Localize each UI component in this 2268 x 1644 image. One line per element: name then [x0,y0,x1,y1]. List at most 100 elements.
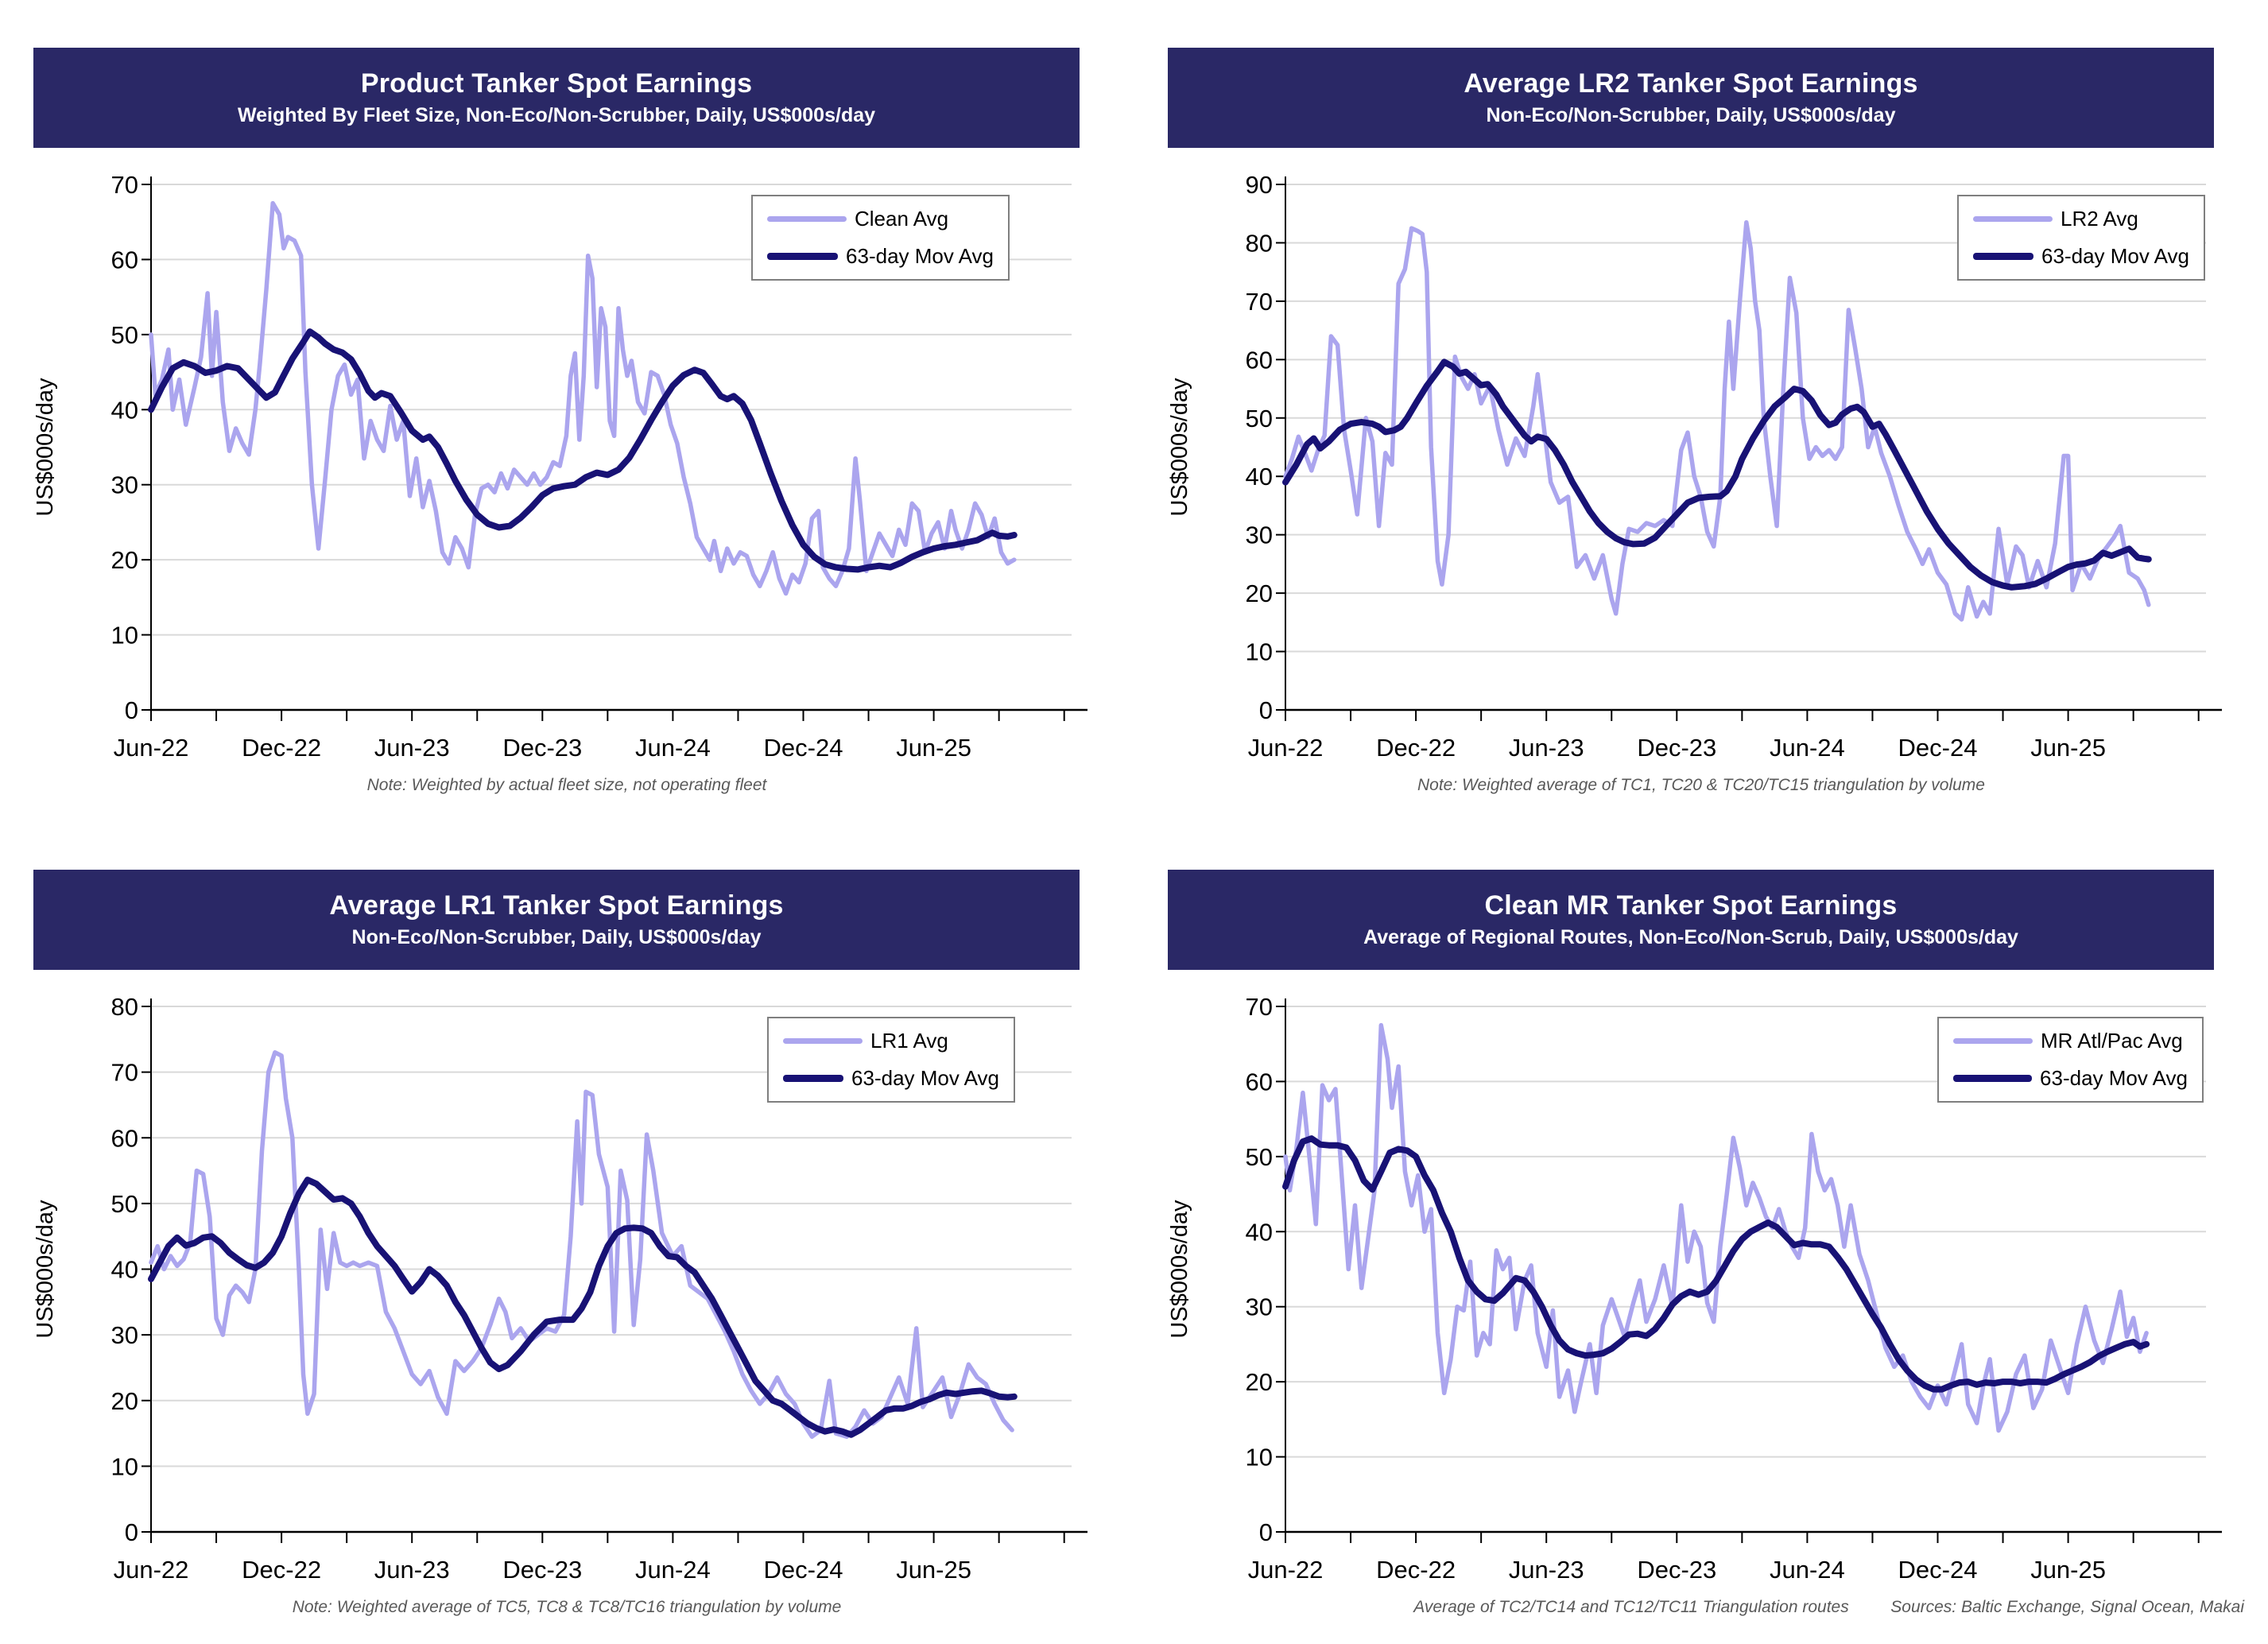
svg-text:0: 0 [1259,1518,1273,1546]
svg-text:Jun-23: Jun-23 [374,734,450,762]
svg-text:US$000s/day: US$000s/day [1167,378,1192,517]
svg-text:Jun-25: Jun-25 [2030,734,2106,762]
chart-title: Average LR2 Tanker Spot Earnings [1464,68,1918,99]
svg-text:Dec-23: Dec-23 [502,734,582,762]
svg-text:30: 30 [1246,1293,1273,1321]
chart-footnote: Average of TC2/TC14 and TC12/TC11 Triang… [1413,1598,1849,1616]
svg-text:40: 40 [1246,463,1273,490]
chart-header: Clean MR Tanker Spot Earnings Average of… [1168,870,2214,970]
svg-text:Dec-23: Dec-23 [1637,1556,1716,1584]
svg-text:Jun-25: Jun-25 [896,1556,971,1584]
svg-text:Dec-24: Dec-24 [764,734,843,762]
svg-text:40: 40 [111,396,138,424]
moving-average-swatch-icon [767,253,839,260]
svg-text:30: 30 [1246,522,1273,549]
svg-text:US$000s/day: US$000s/day [33,1200,58,1339]
chart-title: Product Tanker Spot Earnings [360,68,753,99]
svg-text:Dec-24: Dec-24 [1898,734,1978,762]
svg-text:Dec-23: Dec-23 [1637,734,1716,762]
chart-header: Product Tanker Spot Earnings Weighted By… [33,48,1080,148]
svg-text:Dec-22: Dec-22 [242,734,321,762]
chart-legend: LR1 Avg 63-day Mov Avg [767,1017,1015,1103]
legend-item: 63-day Mov Avg [767,244,994,269]
svg-text:Jun-22: Jun-22 [1248,734,1324,762]
chart-footnote: Note: Weighted by actual fleet size, not… [366,776,767,794]
svg-text:Jun-24: Jun-24 [1770,1556,1845,1584]
svg-text:20: 20 [1246,580,1273,607]
svg-text:30: 30 [111,1321,138,1349]
line-chart: 0 10 20 30 40 50 60 70 80 Jun-22 Dec-22 Jun-23 Dec-2… [33,993,1087,1584]
legend-label: MR Atl/Pac Avg [2041,1029,2183,1053]
chart-subtitle: Weighted By Fleet Size, Non-Eco/Non-Scru… [237,104,876,126]
svg-text:20: 20 [1246,1368,1273,1396]
legend-label: Clean Avg [855,207,949,231]
svg-text:Jun-24: Jun-24 [635,1556,711,1584]
svg-text:Jun-22: Jun-22 [1248,1556,1324,1584]
svg-text:Jun-22: Jun-22 [114,1556,189,1584]
svg-text:50: 50 [111,321,138,349]
svg-text:Dec-24: Dec-24 [1898,1556,1978,1584]
chart-header: Average LR1 Tanker Spot Earnings Non-Eco… [33,870,1080,970]
svg-text:Jun-22: Jun-22 [114,734,189,762]
legend-item: LR1 Avg [783,1029,999,1053]
line-chart: 0 10 20 30 40 50 60 70 80 90 Jun-22 Dec-22 Jun-23 Dec… [1167,171,2222,762]
svg-text:20: 20 [111,546,138,574]
svg-text:70: 70 [111,171,138,199]
chart-footnote: Note: Weighted average of TC5, TC8 & TC8… [292,1598,842,1616]
chart-legend: MR Atl/Pac Avg 63-day Mov Avg [1937,1017,2204,1103]
svg-text:60: 60 [1246,346,1273,374]
svg-text:50: 50 [111,1190,138,1218]
daily-series-swatch-icon [767,216,847,222]
svg-text:Jun-25: Jun-25 [2030,1556,2106,1584]
svg-text:70: 70 [1246,288,1273,316]
svg-text:Dec-22: Dec-22 [242,1556,321,1584]
legend-item: 63-day Mov Avg [1953,1066,2188,1091]
chart-footnote: Note: Weighted average of TC1, TC20 & TC… [1417,776,1985,794]
svg-text:60: 60 [111,246,138,273]
svg-text:70: 70 [1246,993,1273,1021]
svg-text:70: 70 [111,1059,138,1087]
svg-text:40: 40 [1246,1218,1273,1246]
legend-item: 63-day Mov Avg [1973,244,2189,269]
panel-mr-tanker: Clean MR Tanker Spot Earnings Average of… [1134,822,2268,1644]
legend-label: 63-day Mov Avg [846,244,994,268]
chart-title: Average LR1 Tanker Spot Earnings [329,890,784,921]
svg-text:60: 60 [1246,1068,1273,1095]
svg-text:10: 10 [111,622,138,649]
chart-header: Average LR2 Tanker Spot Earnings Non-Eco… [1168,48,2214,148]
daily-series-swatch-icon [783,1038,863,1044]
chart-title: Clean MR Tanker Spot Earnings [1484,890,1898,921]
svg-text:10: 10 [111,1452,138,1480]
legend-label: 63-day Mov Avg [2040,1066,2188,1090]
panel-lr2-tanker: Average LR2 Tanker Spot Earnings Non-Eco… [1134,0,2268,822]
chart-subtitle: Non-Eco/Non-Scrubber, Daily, US$000s/day [351,926,762,948]
svg-text:Dec-24: Dec-24 [764,1556,843,1584]
moving-average-swatch-icon [1953,1075,2033,1082]
svg-text:Dec-22: Dec-22 [1376,734,1456,762]
svg-text:Jun-25: Jun-25 [896,734,971,762]
svg-text:20: 20 [111,1387,138,1415]
legend-item: Clean Avg [767,207,994,231]
svg-text:Dec-22: Dec-22 [1376,1556,1456,1584]
svg-text:30: 30 [111,471,138,499]
svg-text:80: 80 [111,993,138,1021]
svg-text:90: 90 [1246,171,1273,199]
svg-text:Jun-24: Jun-24 [1770,734,1845,762]
moving-average-swatch-icon [1973,253,2034,260]
svg-text:Jun-24: Jun-24 [635,734,711,762]
chart-legend: Clean Avg 63-day Mov Avg [751,195,1010,281]
chart-subtitle: Average of Regional Routes, Non-Eco/Non-… [1363,926,2018,948]
daily-series-swatch-icon [1973,216,2053,222]
svg-text:50: 50 [1246,1143,1273,1171]
svg-text:80: 80 [1246,229,1273,257]
svg-text:10: 10 [1246,1444,1273,1471]
svg-text:40: 40 [111,1256,138,1284]
panel-lr1-tanker: Average LR1 Tanker Spot Earnings Non-Eco… [0,822,1134,1644]
line-chart: 0 10 20 30 40 50 60 70 Jun-22 Dec-22 Jun-23 Dec-23 J… [33,171,1087,762]
legend-label: 63-day Mov Avg [851,1066,999,1090]
svg-text:US$000s/day: US$000s/day [1167,1200,1192,1339]
sources-note: Sources: Baltic Exchange, Signal Ocean, … [1890,1598,2244,1616]
svg-text:0: 0 [1259,696,1273,724]
svg-text:Dec-23: Dec-23 [502,1556,582,1584]
svg-text:0: 0 [125,696,138,724]
